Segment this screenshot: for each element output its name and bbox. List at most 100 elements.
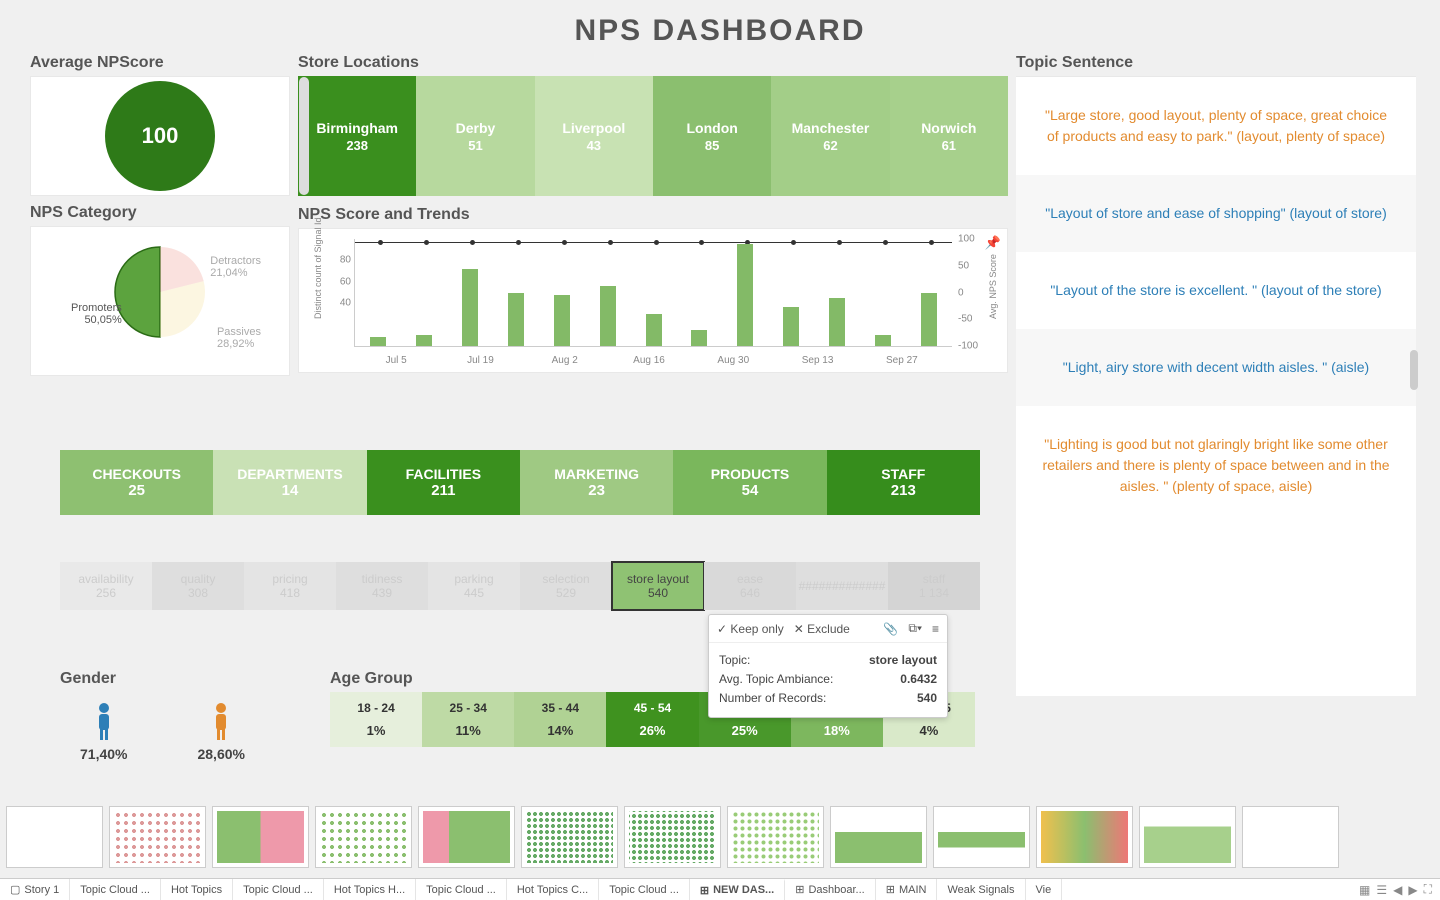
- store-cell[interactable]: Liverpool43: [535, 76, 653, 196]
- trend-bar[interactable]: [921, 293, 937, 347]
- sheet-thumbnail[interactable]: [109, 806, 206, 868]
- topics-row: availability256quality308pricing418tidin…: [60, 562, 980, 610]
- group-icon[interactable]: ⧉▾: [908, 621, 922, 636]
- sheet-tab[interactable]: Topic Cloud ...: [70, 879, 161, 900]
- avg-np-card[interactable]: 100: [30, 76, 290, 196]
- age-cell[interactable]: 25 - 3411%: [422, 692, 514, 747]
- sheet-tab[interactable]: Hot Topics: [161, 879, 233, 900]
- nps-pie: [105, 237, 215, 347]
- topic-cell[interactable]: parking445: [428, 562, 520, 610]
- sheet-thumbnail[interactable]: [315, 806, 412, 868]
- y-right-label: Avg. NPS Score: [988, 254, 998, 319]
- trend-bar[interactable]: [829, 298, 845, 346]
- store-loc-title: Store Locations: [298, 54, 1008, 72]
- sheet-tab[interactable]: Topic Cloud ...: [416, 879, 507, 900]
- age-cell[interactable]: 45 - 5426%: [606, 692, 698, 747]
- sheet-tab[interactable]: ▢Story 1: [0, 879, 70, 900]
- trend-bar[interactable]: [508, 293, 524, 347]
- sheet-tab[interactable]: Topic Cloud ...: [233, 879, 324, 900]
- store-cell[interactable]: London85: [653, 76, 771, 196]
- keep-only-button[interactable]: ✓ Keep only: [717, 622, 784, 636]
- nps-cat-card[interactable]: Promoters50,05% Detractors21,04% Passive…: [30, 226, 290, 376]
- trend-bar[interactable]: [462, 269, 478, 346]
- topic-cell[interactable]: availability256: [60, 562, 152, 610]
- scrollbar[interactable]: [299, 77, 309, 195]
- category-cell[interactable]: FACILITIES211: [367, 450, 520, 515]
- avg-np-circle: 100: [105, 81, 215, 191]
- topic-cell[interactable]: pricing418: [244, 562, 336, 610]
- trend-bar[interactable]: [783, 307, 799, 346]
- trend-bar[interactable]: [416, 335, 432, 346]
- topic-cell[interactable]: staff1 134: [888, 562, 980, 610]
- topic-sentence-item[interactable]: "Layout of store and ease of shopping" (…: [1016, 175, 1416, 252]
- topic-cell[interactable]: quality308: [152, 562, 244, 610]
- tab-icon: ⊞: [886, 883, 895, 896]
- topic-sentence-item[interactable]: "Large store, good layout, plenty of spa…: [1016, 77, 1416, 175]
- store-cell[interactable]: Birmingham238: [298, 76, 416, 196]
- sheet-thumbnail[interactable]: [521, 806, 618, 868]
- topic-sentence-item[interactable]: "Lighting is good but not glaringly brig…: [1016, 406, 1416, 525]
- prev-icon[interactable]: ◀: [1393, 883, 1402, 897]
- sheet-tab[interactable]: Topic Cloud ...: [599, 879, 690, 900]
- trend-bar[interactable]: [875, 335, 891, 346]
- sheet-tab[interactable]: ⊞Dashboar...: [785, 879, 875, 900]
- topic-cell[interactable]: #############: [796, 562, 888, 610]
- gender-person[interactable]: 28,60%: [197, 702, 244, 762]
- scroll-indicator[interactable]: [1410, 350, 1418, 390]
- next-icon[interactable]: ▶: [1408, 883, 1417, 897]
- left-column: Average NPScore 100 NPS Category Promote…: [30, 54, 290, 754]
- sheet-thumbnail[interactable]: [6, 806, 103, 868]
- sheet-thumbnail[interactable]: [418, 806, 515, 868]
- pin-icon[interactable]: 📌: [985, 235, 1001, 251]
- topic-sentence-item[interactable]: "Layout of the store is excellent. " (la…: [1016, 252, 1416, 329]
- sheet-tab[interactable]: Weak Signals: [937, 879, 1025, 900]
- chart-area: 806040100500-50-100: [354, 239, 952, 347]
- sheet-thumbnail[interactable]: [212, 806, 309, 868]
- age-cell[interactable]: 18 - 241%: [330, 692, 422, 747]
- trend-bar[interactable]: [554, 295, 570, 346]
- topic-cell[interactable]: tidiness439: [336, 562, 428, 610]
- topic-sentence-list[interactable]: "Large store, good layout, plenty of spa…: [1016, 76, 1416, 696]
- tab-icon: ▢: [10, 883, 20, 896]
- trend-bar[interactable]: [737, 244, 753, 346]
- sheet-tab[interactable]: Hot Topics H...: [324, 879, 416, 900]
- trend-bar[interactable]: [646, 314, 662, 346]
- store-cell[interactable]: Norwich61: [890, 76, 1008, 196]
- trend-bar[interactable]: [691, 330, 707, 346]
- topic-sentence-item[interactable]: "Light, airy store with decent width ais…: [1016, 329, 1416, 406]
- sheet-thumbnail[interactable]: [1139, 806, 1236, 868]
- sheet-tab[interactable]: Hot Topics C...: [507, 879, 599, 900]
- sheet-thumbnail[interactable]: [1036, 806, 1133, 868]
- sheet-thumbnail[interactable]: [1242, 806, 1339, 868]
- topic-cell[interactable]: selection529: [520, 562, 612, 610]
- pie-label-promoters: Promoters50,05%: [71, 302, 122, 326]
- sheet-thumbnail[interactable]: [830, 806, 927, 868]
- exclude-button[interactable]: ✕ Exclude: [794, 622, 850, 636]
- sheet-thumbnail[interactable]: [727, 806, 824, 868]
- trends-chart[interactable]: 📌 Distinct count of Signal Id Avg. NPS S…: [298, 228, 1008, 373]
- sheet-tab[interactable]: ⊞MAIN: [876, 879, 938, 900]
- view-icon[interactable]: ≡: [932, 622, 939, 636]
- age-cell[interactable]: 35 - 4414%: [514, 692, 606, 747]
- store-cell[interactable]: Manchester62: [771, 76, 889, 196]
- present-icon[interactable]: ⛶: [1424, 882, 1432, 897]
- trend-bar[interactable]: [600, 286, 616, 346]
- sheet-thumbnail[interactable]: [624, 806, 721, 868]
- category-cell[interactable]: MARKETING23: [520, 450, 673, 515]
- category-cell[interactable]: DEPARTMENTS14: [213, 450, 366, 515]
- sheet-tab[interactable]: Vie: [1026, 879, 1063, 900]
- filmstrip-icon[interactable]: ☰: [1376, 883, 1387, 897]
- topic-cell[interactable]: ease646: [704, 562, 796, 610]
- category-cell[interactable]: CHECKOUTS25: [60, 450, 213, 515]
- sheet-thumbnail[interactable]: [933, 806, 1030, 868]
- gender-person[interactable]: 71,40%: [80, 702, 127, 762]
- category-cell[interactable]: PRODUCTS54: [673, 450, 826, 515]
- sheet-tab[interactable]: ⊞NEW DAS...: [690, 879, 785, 900]
- attach-icon[interactable]: 📎: [883, 622, 898, 636]
- store-cell[interactable]: Derby51: [416, 76, 534, 196]
- category-cell[interactable]: STAFF213: [827, 450, 980, 515]
- topic-cell[interactable]: store layout540: [612, 562, 704, 610]
- tooltip-body: Topic:store layoutAvg. Topic Ambiance:0.…: [709, 643, 947, 717]
- trend-bar[interactable]: [370, 337, 386, 346]
- grid-icon[interactable]: ▦: [1359, 883, 1370, 897]
